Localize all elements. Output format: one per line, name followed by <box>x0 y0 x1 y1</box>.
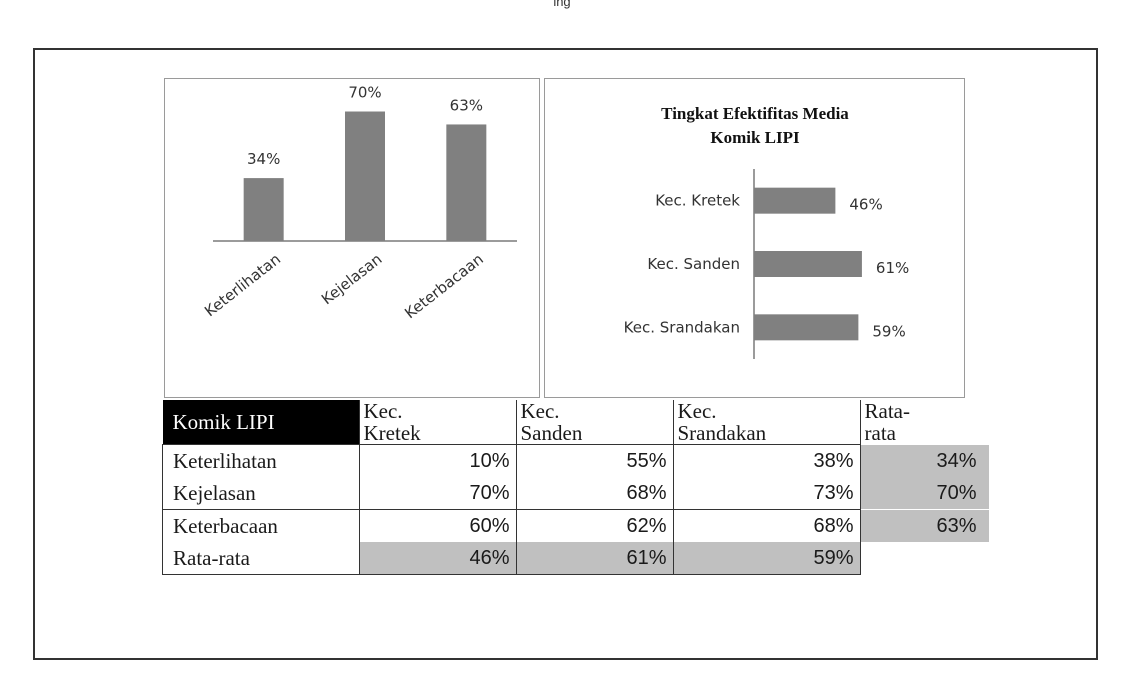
column-header-line: Srandakan <box>677 421 767 445</box>
top-caption: ing <box>553 0 571 9</box>
data-label: 63% <box>450 96 483 114</box>
data-table: Komik LIPI Kec. Kretek Kec. Sanden Kec. Sra… <box>162 400 989 575</box>
table-cell: 62% <box>515 509 673 542</box>
data-label: 46% <box>849 196 882 214</box>
row-label: Kejelasan <box>162 477 359 510</box>
average-cell: 70% <box>859 477 989 510</box>
data-label: 61% <box>876 259 909 277</box>
column-header-line: Kretek <box>363 421 421 445</box>
empty-cell <box>859 542 989 575</box>
table-cell: 70% <box>358 477 516 510</box>
table-cell: 68% <box>672 509 860 542</box>
chart-title-line-2: Komik LIPI <box>710 128 800 147</box>
table-corner-header: Komik LIPI <box>162 400 359 445</box>
category-label: Kec. Srandakan <box>624 318 740 336</box>
bar <box>754 314 859 341</box>
bar <box>446 124 487 241</box>
vertical-bar-chart: 34% Keterlihatan 70% Kejelasan 63% Keterbacaa… <box>201 84 517 322</box>
average-cell: 61% <box>515 542 673 575</box>
column-header-line: Rata- <box>864 399 910 424</box>
column-header-sanden: Kec. Sanden <box>515 399 673 445</box>
chart-title-line-1: Tingkat Efektifitas Media <box>661 104 849 123</box>
bar <box>754 251 862 277</box>
row-label: Keterbacaan <box>162 509 359 542</box>
category-label: Kec. Sanden <box>647 255 740 273</box>
bar <box>754 187 836 214</box>
column-header-kretek: Kec. Kretek <box>358 399 516 445</box>
horizontal-bar-chart: Tingkat Efektifitas Media Komik LIPI Kec… <box>624 104 909 359</box>
data-label: 34% <box>247 150 280 168</box>
table-row: Kejelasan 70% 68% 73% 70% <box>162 477 989 510</box>
table-cell: 73% <box>672 477 860 510</box>
column-header-line: Sanden <box>520 421 583 445</box>
column-header-line: Kec. <box>677 399 717 423</box>
table-cell: 55% <box>515 444 673 477</box>
category-label: Kec. Kretek <box>655 192 740 210</box>
table-cell: 38% <box>672 444 860 477</box>
column-header-line: Kec. <box>520 399 560 423</box>
table-cell: 10% <box>358 444 516 477</box>
table-cell: 60% <box>358 509 516 542</box>
category-label: Keterbacaan <box>401 250 487 322</box>
table-row: Keterlihatan 10% 55% 38% 34% <box>162 444 989 477</box>
row-label: Keterlihatan <box>162 444 359 477</box>
figure-frame <box>33 48 1098 660</box>
average-cell: 34% <box>859 444 989 477</box>
category-label: Keterlihatan <box>201 250 284 320</box>
average-cell: 46% <box>358 542 516 575</box>
average-cell: 59% <box>672 542 860 575</box>
data-label: 70% <box>348 84 381 102</box>
category-label: Kejelasan <box>318 250 385 308</box>
vertical-bar-chart-panel: 34% Keterlihatan 70% Kejelasan 63% Keterbacaa… <box>164 78 540 398</box>
row-label: Rata-rata <box>162 542 359 575</box>
horizontal-bar-chart-panel: Tingkat Efektifitas Media Komik LIPI Kec… <box>544 78 965 398</box>
data-label: 59% <box>872 322 905 340</box>
table-row: Keterbacaan 60% 62% 68% 63% <box>162 509 989 542</box>
table-header-row: Komik LIPI Kec. Kretek Kec. Sanden Kec. Sra… <box>162 399 989 446</box>
column-header-line: Kec. <box>363 399 403 423</box>
average-cell: 63% <box>859 509 989 542</box>
bar <box>345 111 385 241</box>
column-header-srandakan: Kec. Srandakan <box>672 399 860 445</box>
column-header-average: Rata-rata <box>859 399 989 446</box>
table-row-average: Rata-rata 46% 61% 59% <box>162 542 989 575</box>
bar <box>243 178 284 241</box>
table-cell: 68% <box>515 477 673 510</box>
column-header-line: rata <box>864 421 896 446</box>
